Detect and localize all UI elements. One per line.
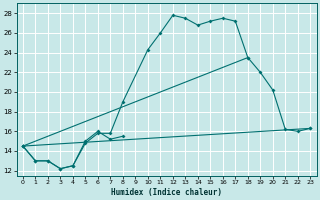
X-axis label: Humidex (Indice chaleur): Humidex (Indice chaleur) (111, 188, 222, 197)
